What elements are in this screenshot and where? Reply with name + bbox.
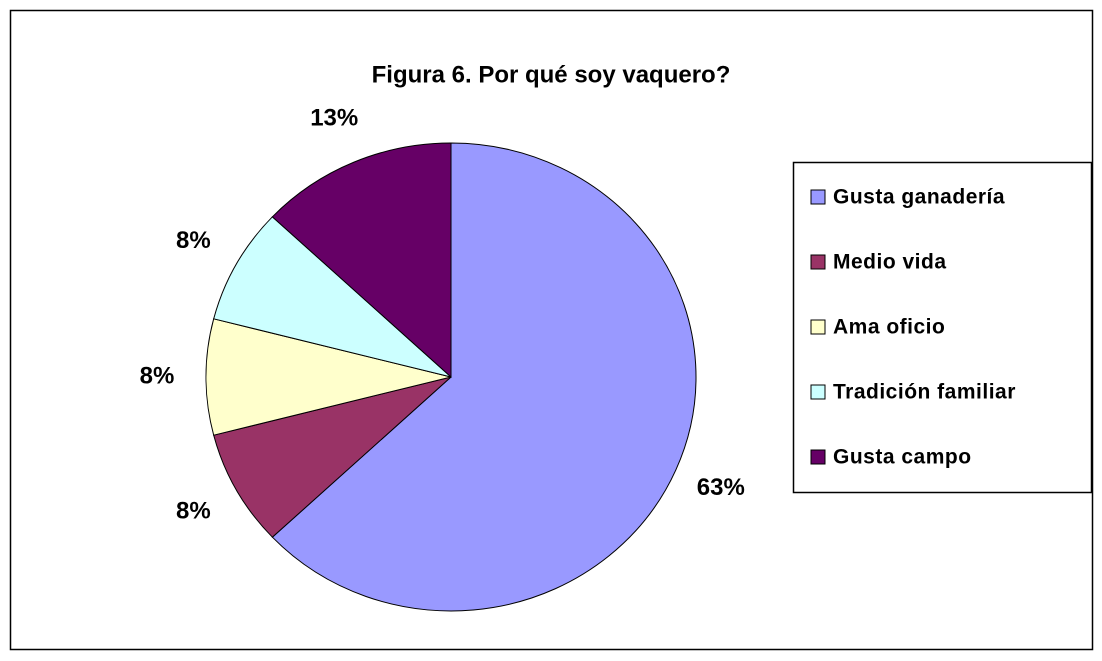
legend-swatch (810, 254, 826, 270)
data-label: 63% (697, 474, 745, 501)
legend-label: Ama oficio (833, 316, 945, 339)
legend-label: Medio vida (833, 251, 947, 274)
pie-slice (205, 318, 452, 436)
pie-slice (271, 142, 697, 612)
data-label: 13% (310, 105, 358, 132)
pie-slice (271, 142, 452, 379)
legend-swatch (810, 189, 826, 205)
legend-swatch (810, 384, 826, 400)
legend-swatch (810, 319, 826, 335)
data-label: 8% (140, 362, 175, 389)
chart-title: Figura 6. Por qué soy vaquero? (372, 61, 731, 88)
legend-label: Gusta campo (833, 446, 972, 469)
legend-label: Gusta ganadería (833, 186, 1005, 209)
pie-slice (213, 376, 452, 538)
data-label: 8% (176, 498, 211, 525)
legend-label: Tradición familiar (833, 381, 1016, 404)
legend (792, 161, 1093, 494)
data-label: 8% (176, 227, 211, 254)
pie-slice (213, 216, 452, 378)
legend-swatch (810, 449, 826, 465)
